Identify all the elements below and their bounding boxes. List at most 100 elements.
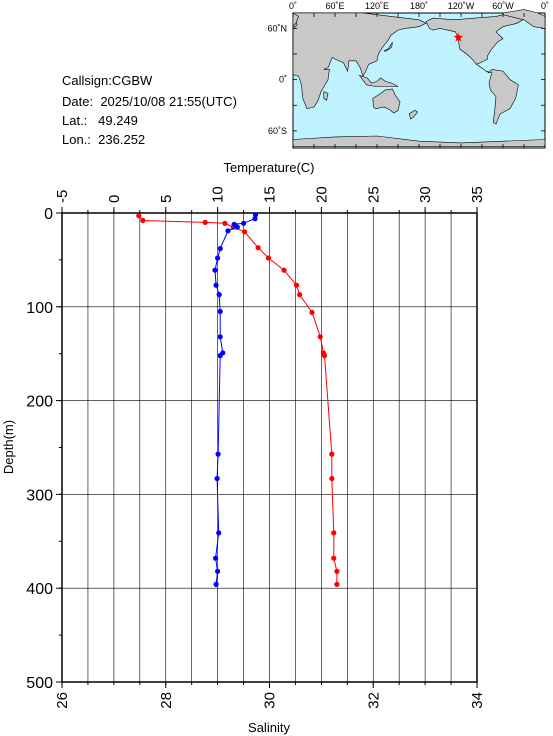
temperature-point [222,220,228,226]
world-map: 0˚ 60˚E 120˚E 180˚ 120˚W 60˚W 0˚ 60˚N 0˚ 60˚S [267,1,549,149]
temperature-point [136,213,142,219]
salinity-point [213,555,219,561]
lon-line: Lon.: 236.252 [62,132,145,148]
map-latitude-label: 60˚S [268,126,287,136]
chart-series [136,212,340,588]
salinity-point [213,282,219,288]
lon-label: Lon.: [62,132,91,147]
temperature-point [297,292,303,298]
land-shape [408,110,419,120]
temperature-point [293,282,300,288]
date-value: 2025/10/08 21:55(UTC) [100,94,237,109]
land-shape [323,91,329,101]
map-longitude-label: 180˚ [410,1,428,11]
land-shape [358,74,399,87]
lon-value: 236.252 [98,132,146,147]
map-longitude-label: 0˚ [289,1,297,11]
temperature-point [331,530,337,536]
temperature-tick-label: 0 [106,195,123,203]
salinity-axis-title: Salinity [248,720,290,735]
map-longitude-label: 120˚E [365,1,389,11]
temperature-point [202,219,208,225]
salinity-tick-label: 34 [469,692,486,709]
temperature-point [255,245,261,251]
land-shape [425,10,532,125]
temperature-tick-label: 15 [262,186,279,203]
temperature-point [334,581,340,588]
salinity-point [217,308,223,315]
map-labels: 0˚ 60˚E 120˚E 180˚ 120˚W 60˚W 0˚ 60˚N 0˚ 60˚S [267,1,549,136]
salinity-point [215,568,221,574]
map-ticks [292,13,546,148]
lat-label: Lat.: [62,113,88,128]
salinity-tick-label: 30 [262,692,279,709]
temperature-tick-label: 10 [210,186,227,203]
land-shape [292,12,427,110]
salinity-point [214,475,220,482]
date-label: Date: [62,94,94,109]
depth-tick-label: 200 [26,394,53,411]
depth-tick-label: 300 [26,487,53,504]
salinity-profile-line [214,214,256,585]
callsign-label: Callsign: [62,73,112,88]
temperature-tick-label: 5 [158,195,175,203]
salinity-point [215,255,221,261]
map-land [292,9,546,147]
map-latitude-label: 60˚N [267,23,287,33]
salinity-tick-label: 32 [365,692,382,709]
temperature-point [329,475,335,482]
temperature-axis-title: Temperature(C) [223,160,314,175]
date-line: Date: 2025/10/08 21:55(UTC) [62,94,237,110]
depth-tick-label: 500 [26,675,53,692]
salinity-tick-label: 26 [54,692,71,709]
map-longitude-label: 0˚ [541,1,549,11]
temperature-point [265,255,272,261]
station-marker-icon [453,32,464,42]
salinity-point [215,451,221,457]
temperature-point [331,555,337,561]
map-longitude-label: 60˚E [325,1,344,11]
map-longitude-label: 120˚W [448,1,475,11]
land-shape [383,41,393,52]
land-shape [292,12,299,28]
temperature-point [140,217,146,224]
temperature-point [334,568,340,574]
temperature-tick-label: -5 [54,190,71,203]
temperature-point [281,267,287,273]
temperature-point [242,229,248,235]
salinity-point [213,581,219,588]
temperature-point [329,451,335,457]
temperature-point [321,353,328,359]
temperature-tick-label: 25 [365,186,382,203]
depth-tick-label: 0 [44,206,53,223]
salinity-point [216,530,222,536]
salinity-point [225,228,231,234]
temperature-point [317,334,323,340]
temperature-tick-label: 35 [469,186,486,203]
temperature-profile-line [138,215,338,585]
land-shape [372,88,401,114]
lat-line: Lat.: 49.249 [62,113,138,129]
depth-tick-label: 400 [26,581,53,598]
salinity-point [217,246,223,252]
chart-grid [62,213,477,682]
salinity-point [217,353,223,359]
lat-value: 49.249 [98,113,138,128]
salinity-point [241,220,247,226]
salinity-point [252,216,258,222]
map-latitude-label: 0˚ [279,75,287,85]
map-longitude-label: 60˚W [492,1,514,11]
temperature-tick-label: 20 [313,186,330,203]
depth-tick-label: 100 [26,300,53,317]
temperature-point [309,309,315,315]
salinity-point [217,334,223,340]
depth-axis-title: Depth(m) [1,420,16,474]
callsign-line: Callsign:CGBW [62,73,152,89]
temperature-tick-label: 30 [417,186,434,203]
salinity-point [212,267,218,273]
salinity-point [234,224,240,230]
salinity-point [216,292,222,298]
